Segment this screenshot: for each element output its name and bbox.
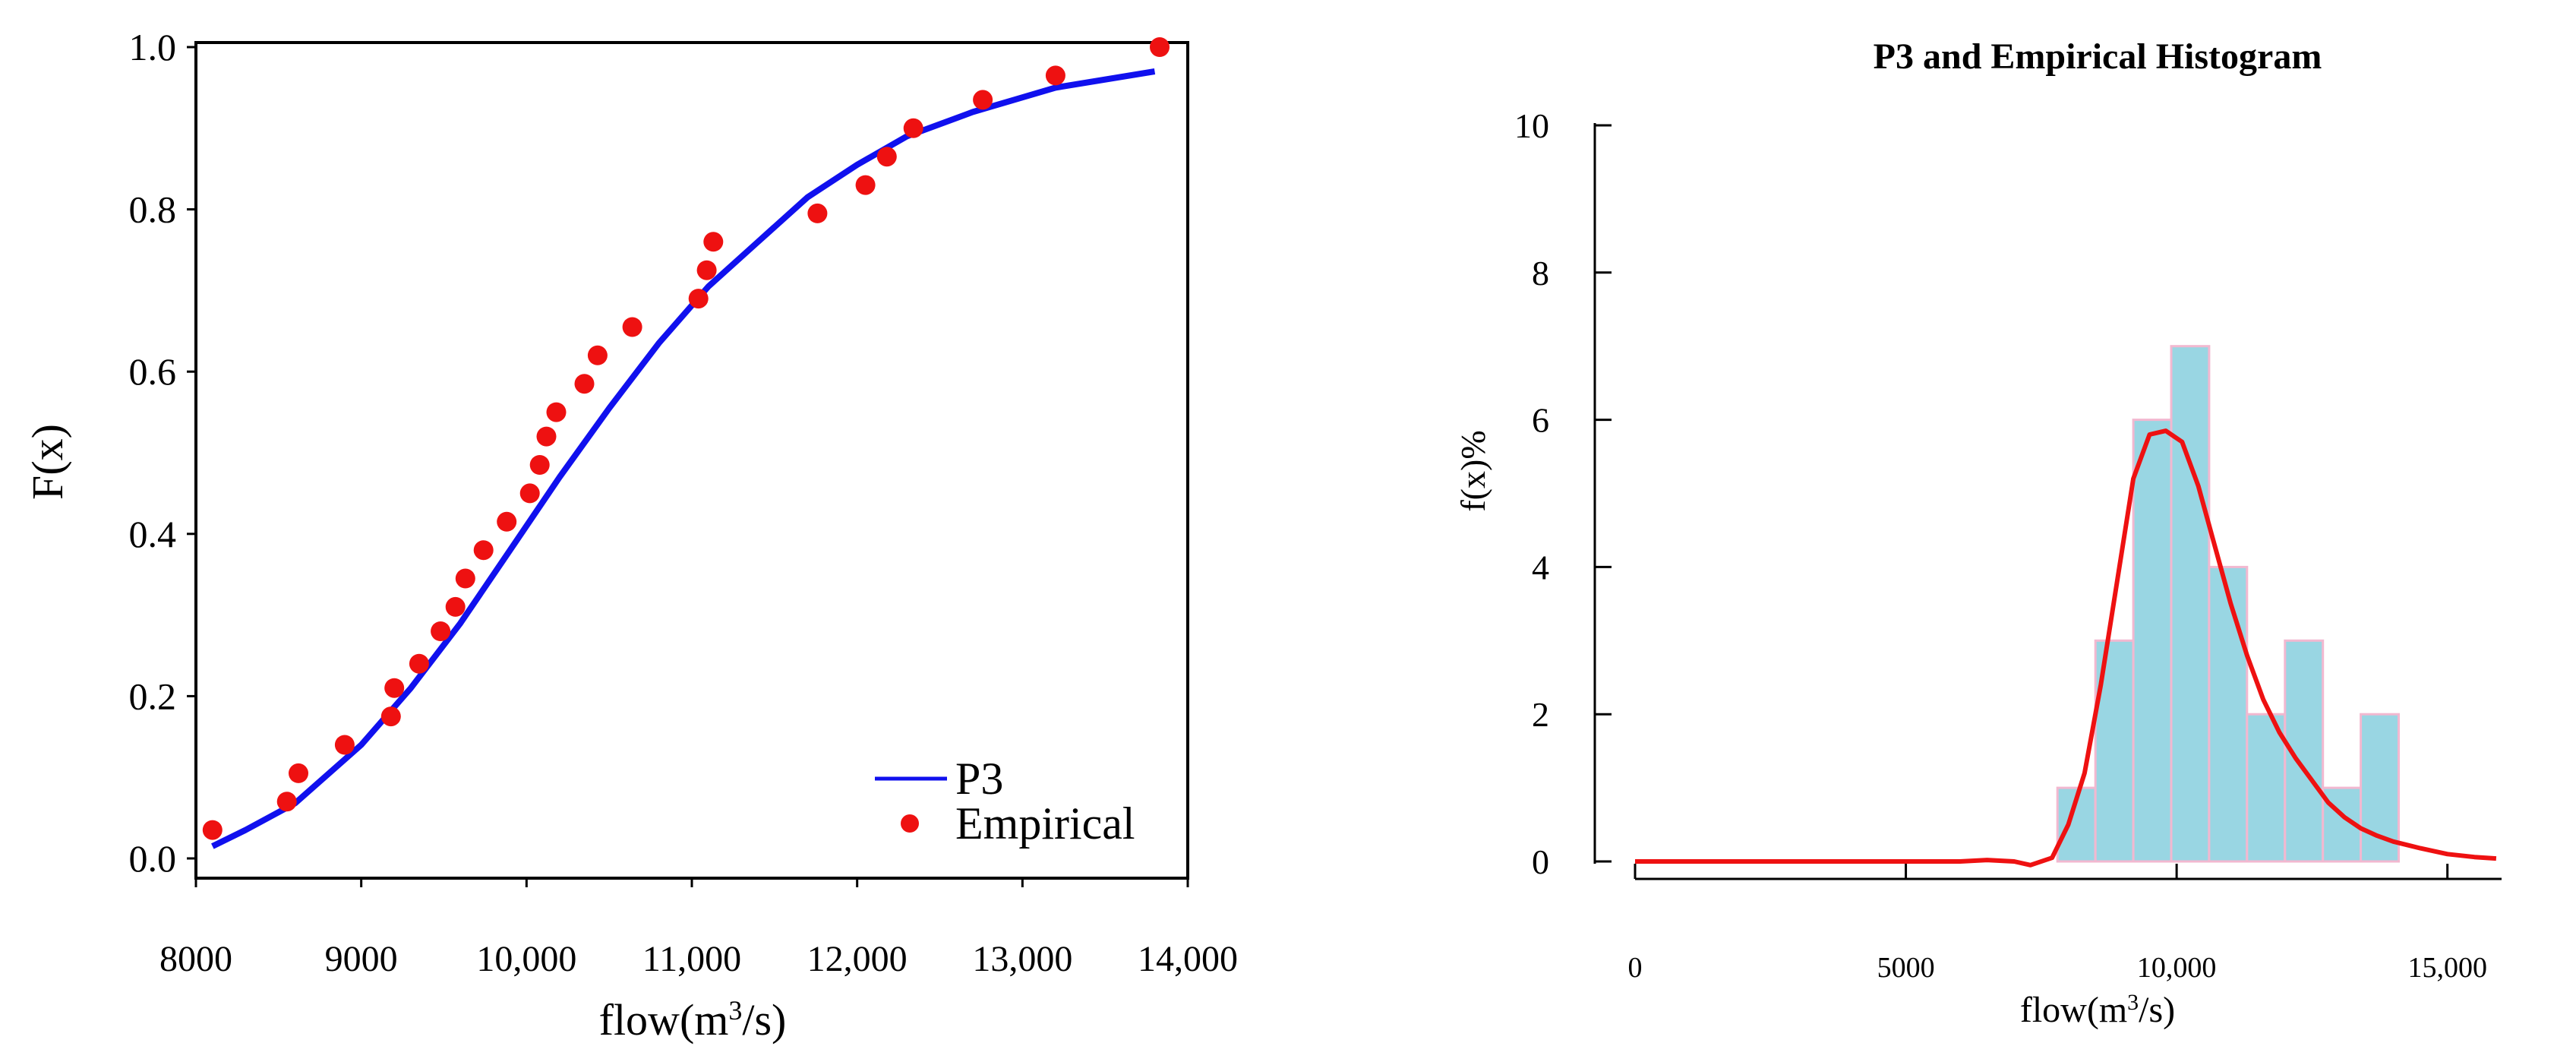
empirical-point bbox=[455, 568, 475, 589]
empirical-point bbox=[1150, 37, 1170, 57]
empirical-point bbox=[703, 232, 724, 252]
cdf-legend: P3 Empirical bbox=[875, 754, 1135, 849]
empirical-point bbox=[519, 483, 540, 504]
histogram-y-axis: 0 2 4 6 8 10 bbox=[1514, 106, 1612, 881]
empirical-point bbox=[384, 678, 405, 698]
cdf-plot-area bbox=[202, 37, 1170, 849]
empirical-point bbox=[622, 317, 642, 337]
cdf-y-tick-label: 0.8 bbox=[129, 188, 177, 231]
cdf-x-tick-label: 9000 bbox=[325, 939, 398, 979]
empirical-point bbox=[587, 345, 608, 365]
histogram-y-tick-label: 8 bbox=[1532, 254, 1549, 292]
histogram-y-axis-label: f(x)% bbox=[1454, 430, 1492, 511]
empirical-point bbox=[473, 540, 494, 561]
cdf-x-tick-label: 14,000 bbox=[1138, 939, 1238, 979]
histogram-y-tick-label: 2 bbox=[1532, 695, 1549, 734]
histogram-bar bbox=[2246, 713, 2287, 863]
empirical-point bbox=[688, 289, 709, 309]
histogram-x-tick-label: 0 bbox=[1628, 952, 1643, 984]
pdf-plot-area bbox=[1635, 428, 2497, 868]
cdf-y-axis: 0.0 0.2 0.4 0.6 0.8 1.0 bbox=[129, 26, 196, 880]
histogram-y-tick-label: 10 bbox=[1514, 106, 1549, 145]
p3-pdf-line bbox=[1635, 428, 2497, 868]
cdf-y-tick-label: 0.0 bbox=[129, 837, 177, 880]
histogram-bar bbox=[2170, 345, 2211, 863]
empirical-point bbox=[289, 763, 308, 783]
histogram-x-tick-label: 15,000 bbox=[2407, 952, 2487, 984]
empirical-point bbox=[202, 820, 223, 840]
cdf-x-tick-label: 10,000 bbox=[476, 939, 576, 979]
histogram-bars bbox=[2056, 345, 2401, 863]
legend-empirical-label: Empirical bbox=[955, 798, 1135, 849]
empirical-point bbox=[574, 374, 595, 394]
legend-empirical-marker bbox=[901, 814, 919, 833]
empirical-point bbox=[431, 621, 451, 641]
histogram-x-tick-label: 5000 bbox=[1877, 952, 1935, 984]
empirical-point bbox=[855, 175, 876, 195]
empirical-point bbox=[973, 90, 993, 110]
histogram-x-axis: 0 5000 10,000 15,000 bbox=[1628, 864, 2487, 984]
cdf-x-tick-label: 11,000 bbox=[642, 939, 741, 979]
empirical-point bbox=[1045, 65, 1065, 86]
cdf-x-tick-label: 8000 bbox=[159, 939, 232, 979]
cdf-x-axis-label: flow(m3/s) bbox=[599, 995, 787, 1045]
empirical-point bbox=[696, 260, 717, 280]
empirical-point bbox=[497, 511, 517, 532]
empirical-point bbox=[536, 426, 557, 447]
histogram-x-axis-label: flow(m3/s) bbox=[2020, 990, 2175, 1031]
empirical-point bbox=[807, 203, 828, 223]
histogram-bar bbox=[2056, 786, 2097, 863]
empirical-point bbox=[409, 653, 429, 674]
histogram-title: P3 and Empirical Histogram bbox=[1874, 36, 2322, 77]
cdf-y-tick-label: 0.6 bbox=[129, 350, 177, 393]
cdf-x-axis: 8000 9000 10,000 11,000 12,000 13,000 14,000 bbox=[159, 878, 1238, 979]
cdf-y-tick-label: 1.0 bbox=[129, 26, 177, 68]
histogram-x-tick-label: 10,000 bbox=[2137, 952, 2217, 984]
cdf-y-tick-label: 0.4 bbox=[129, 513, 177, 555]
legend-p3-label: P3 bbox=[955, 754, 1003, 804]
histogram-y-tick-label: 4 bbox=[1532, 548, 1549, 586]
empirical-point bbox=[876, 147, 897, 167]
cdf-y-tick-label: 0.2 bbox=[129, 675, 177, 717]
empirical-point bbox=[380, 706, 401, 727]
histogram-y-tick-label: 0 bbox=[1532, 842, 1549, 881]
histogram-chart: P3 and Empirical Histogram 0 2 4 6 8 10 0 5000… bbox=[1454, 36, 2502, 1030]
empirical-point bbox=[276, 792, 297, 812]
p3-cdf-line bbox=[211, 68, 1156, 849]
empirical-point bbox=[546, 402, 567, 422]
histogram-y-tick-label: 6 bbox=[1532, 401, 1549, 440]
cdf-y-axis-label: F(x) bbox=[23, 424, 72, 500]
cdf-x-tick-label: 13,000 bbox=[972, 939, 1072, 979]
histogram-bar bbox=[2208, 565, 2249, 863]
empirical-point bbox=[529, 455, 550, 475]
empirical-point bbox=[903, 118, 923, 138]
empirical-point bbox=[334, 735, 355, 755]
empirical-point bbox=[445, 596, 466, 617]
cdf-chart: 0.0 0.2 0.4 0.6 0.8 1.0 8000 9000 10,000 11,000 1… bbox=[23, 26, 1238, 1045]
cdf-x-tick-label: 12,000 bbox=[807, 939, 908, 979]
histogram-bar bbox=[2132, 419, 2173, 863]
